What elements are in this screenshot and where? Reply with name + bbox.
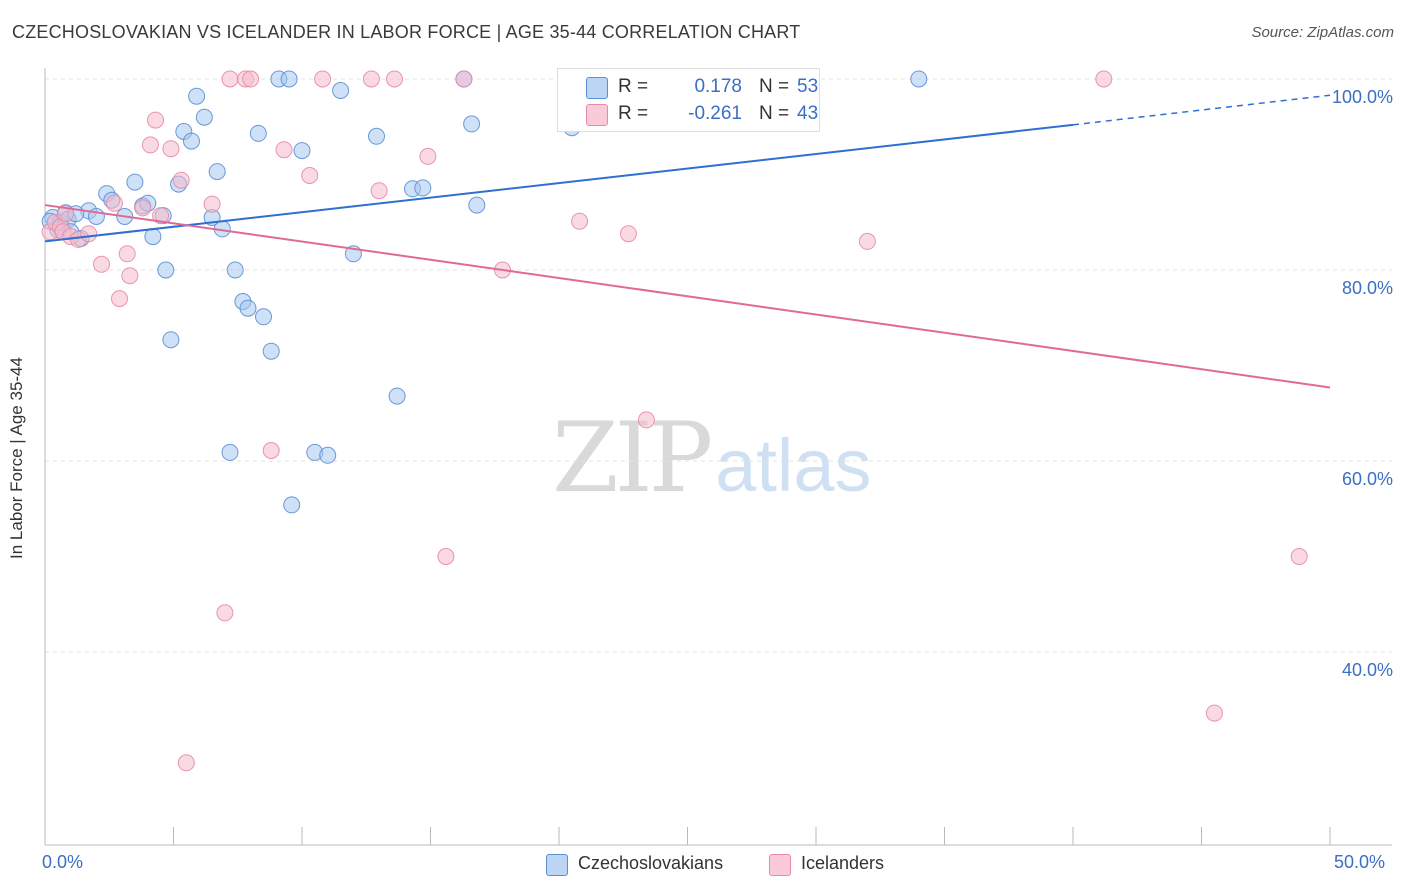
icelander-point-6 xyxy=(80,225,98,243)
icelander-point-21 xyxy=(221,70,239,88)
czechoslovakian-point-40 xyxy=(332,82,350,99)
czechoslovakian-point-33 xyxy=(262,342,280,360)
icelander-point-17 xyxy=(172,171,190,189)
legend-n-value: 43 xyxy=(797,103,819,124)
y-axis-label: In Labor Force | Age 35-44 xyxy=(7,357,26,559)
bottom-legend-swatch-blue xyxy=(546,854,568,876)
czechoslovakian-point-50 xyxy=(910,70,928,88)
icelander-point-40 xyxy=(1205,704,1223,722)
czechoslovakian-point-28 xyxy=(226,261,244,279)
icelander-point-20 xyxy=(216,604,234,622)
icelander-point-38 xyxy=(858,232,876,250)
czechoslovakian-point-30 xyxy=(239,299,257,317)
icelander-point-37 xyxy=(637,411,655,429)
czechoslovakian-point-25 xyxy=(208,163,226,181)
czechoslovakian-point-31 xyxy=(249,124,267,142)
source-credit: Source: ZipAtlas.com xyxy=(1251,24,1394,41)
legend-r-label: R = xyxy=(618,76,649,97)
icelander-point-35 xyxy=(571,212,589,230)
icelander-point-18 xyxy=(177,754,195,772)
icelander-point-9 xyxy=(111,290,128,308)
icelander-point-33 xyxy=(455,70,473,88)
y-tick-label-40: 40.0% xyxy=(1341,660,1393,680)
icelander-point-15 xyxy=(152,207,170,225)
czechoslovakian-point-37 xyxy=(293,142,311,160)
icelander-point-24 xyxy=(262,442,280,459)
icelander-point-27 xyxy=(314,70,332,88)
czechoslovakian-point-45 xyxy=(414,179,432,197)
y-tick-label-100: 100.0% xyxy=(1331,87,1393,107)
icelander-point-19 xyxy=(203,195,221,213)
x-tick-label-max: 50.0% xyxy=(1334,852,1386,872)
x-tick-label-min: 0.0% xyxy=(42,852,84,872)
bottom-legend-label: Czechoslovakians xyxy=(578,853,724,873)
czechoslovakian-point-36 xyxy=(283,496,301,514)
icelander-point-36 xyxy=(619,225,637,243)
czechoslovakian-point-22 xyxy=(188,87,206,105)
legend-r-value: -0.261 xyxy=(688,103,742,124)
czechoslovakian-point-43 xyxy=(388,387,406,405)
legend-n-label: N = xyxy=(759,103,790,124)
icelander-point-14 xyxy=(147,111,164,129)
legend-n-label: N = xyxy=(759,76,790,97)
icelander-point-32 xyxy=(437,548,455,565)
czechoslovakian-point-17 xyxy=(157,261,175,279)
czechoslovakian-point-12 xyxy=(126,173,144,191)
icelander-point-39 xyxy=(1095,70,1113,88)
czechoslovakian-point-18 xyxy=(162,331,180,349)
legend-r-label: R = xyxy=(618,103,649,124)
icelander-point-7 xyxy=(93,255,110,273)
legend-swatch-pink xyxy=(586,104,608,126)
icelander-point-25 xyxy=(275,141,293,159)
icelander-point-41 xyxy=(1290,548,1308,565)
czechoslovakian-point-15 xyxy=(144,228,162,246)
icelander-point-23 xyxy=(242,70,260,88)
icelander-point-42 xyxy=(57,205,75,223)
czechoslovakian-point-42 xyxy=(368,127,385,145)
czechoslovakian-point-21 xyxy=(183,132,200,150)
icelander-point-26 xyxy=(301,167,319,184)
correlation-legend: R = 0.178 N = 53 R = -0.261 N = 43 xyxy=(557,68,820,132)
icelander-point-8 xyxy=(105,194,123,212)
czechoslovakian-point-48 xyxy=(468,196,486,214)
icelander-point-16 xyxy=(162,140,180,158)
legend-r-value: 0.178 xyxy=(694,76,742,97)
czechoslovakian-point-32 xyxy=(255,308,272,326)
icelander-trend-line xyxy=(44,204,1331,389)
czechoslovakian-trend-extension xyxy=(1072,94,1331,126)
icelander-point-11 xyxy=(121,267,139,285)
chart-title: CZECHOSLOVAKIAN VS ICELANDER IN LABOR FO… xyxy=(12,22,801,42)
czechoslovakian-point-39 xyxy=(319,446,337,464)
bottom-legend-swatch-pink xyxy=(769,854,791,876)
czechoslovakian-trend-line xyxy=(44,123,1074,243)
czechoslovakian-point-47 xyxy=(463,115,481,133)
legend-n-value: 53 xyxy=(797,76,819,97)
icelander-point-28 xyxy=(362,70,380,88)
legend-swatch-blue xyxy=(586,77,608,99)
czechoslovakian-point-35 xyxy=(280,70,298,88)
y-tick-label-80: 80.0% xyxy=(1341,278,1393,298)
czechoslovakian-point-27 xyxy=(221,443,239,461)
bottom-legend-label: Icelanders xyxy=(801,853,885,873)
icelander-point-30 xyxy=(386,70,403,88)
icelander-point-13 xyxy=(141,136,159,154)
icelander-point-10 xyxy=(118,245,136,263)
icelander-point-12 xyxy=(134,199,152,217)
y-tick-label-60: 60.0% xyxy=(1341,469,1393,489)
icelander-point-31 xyxy=(419,147,437,165)
icelander-point-29 xyxy=(370,182,388,200)
czechoslovakian-point-23 xyxy=(195,108,213,126)
